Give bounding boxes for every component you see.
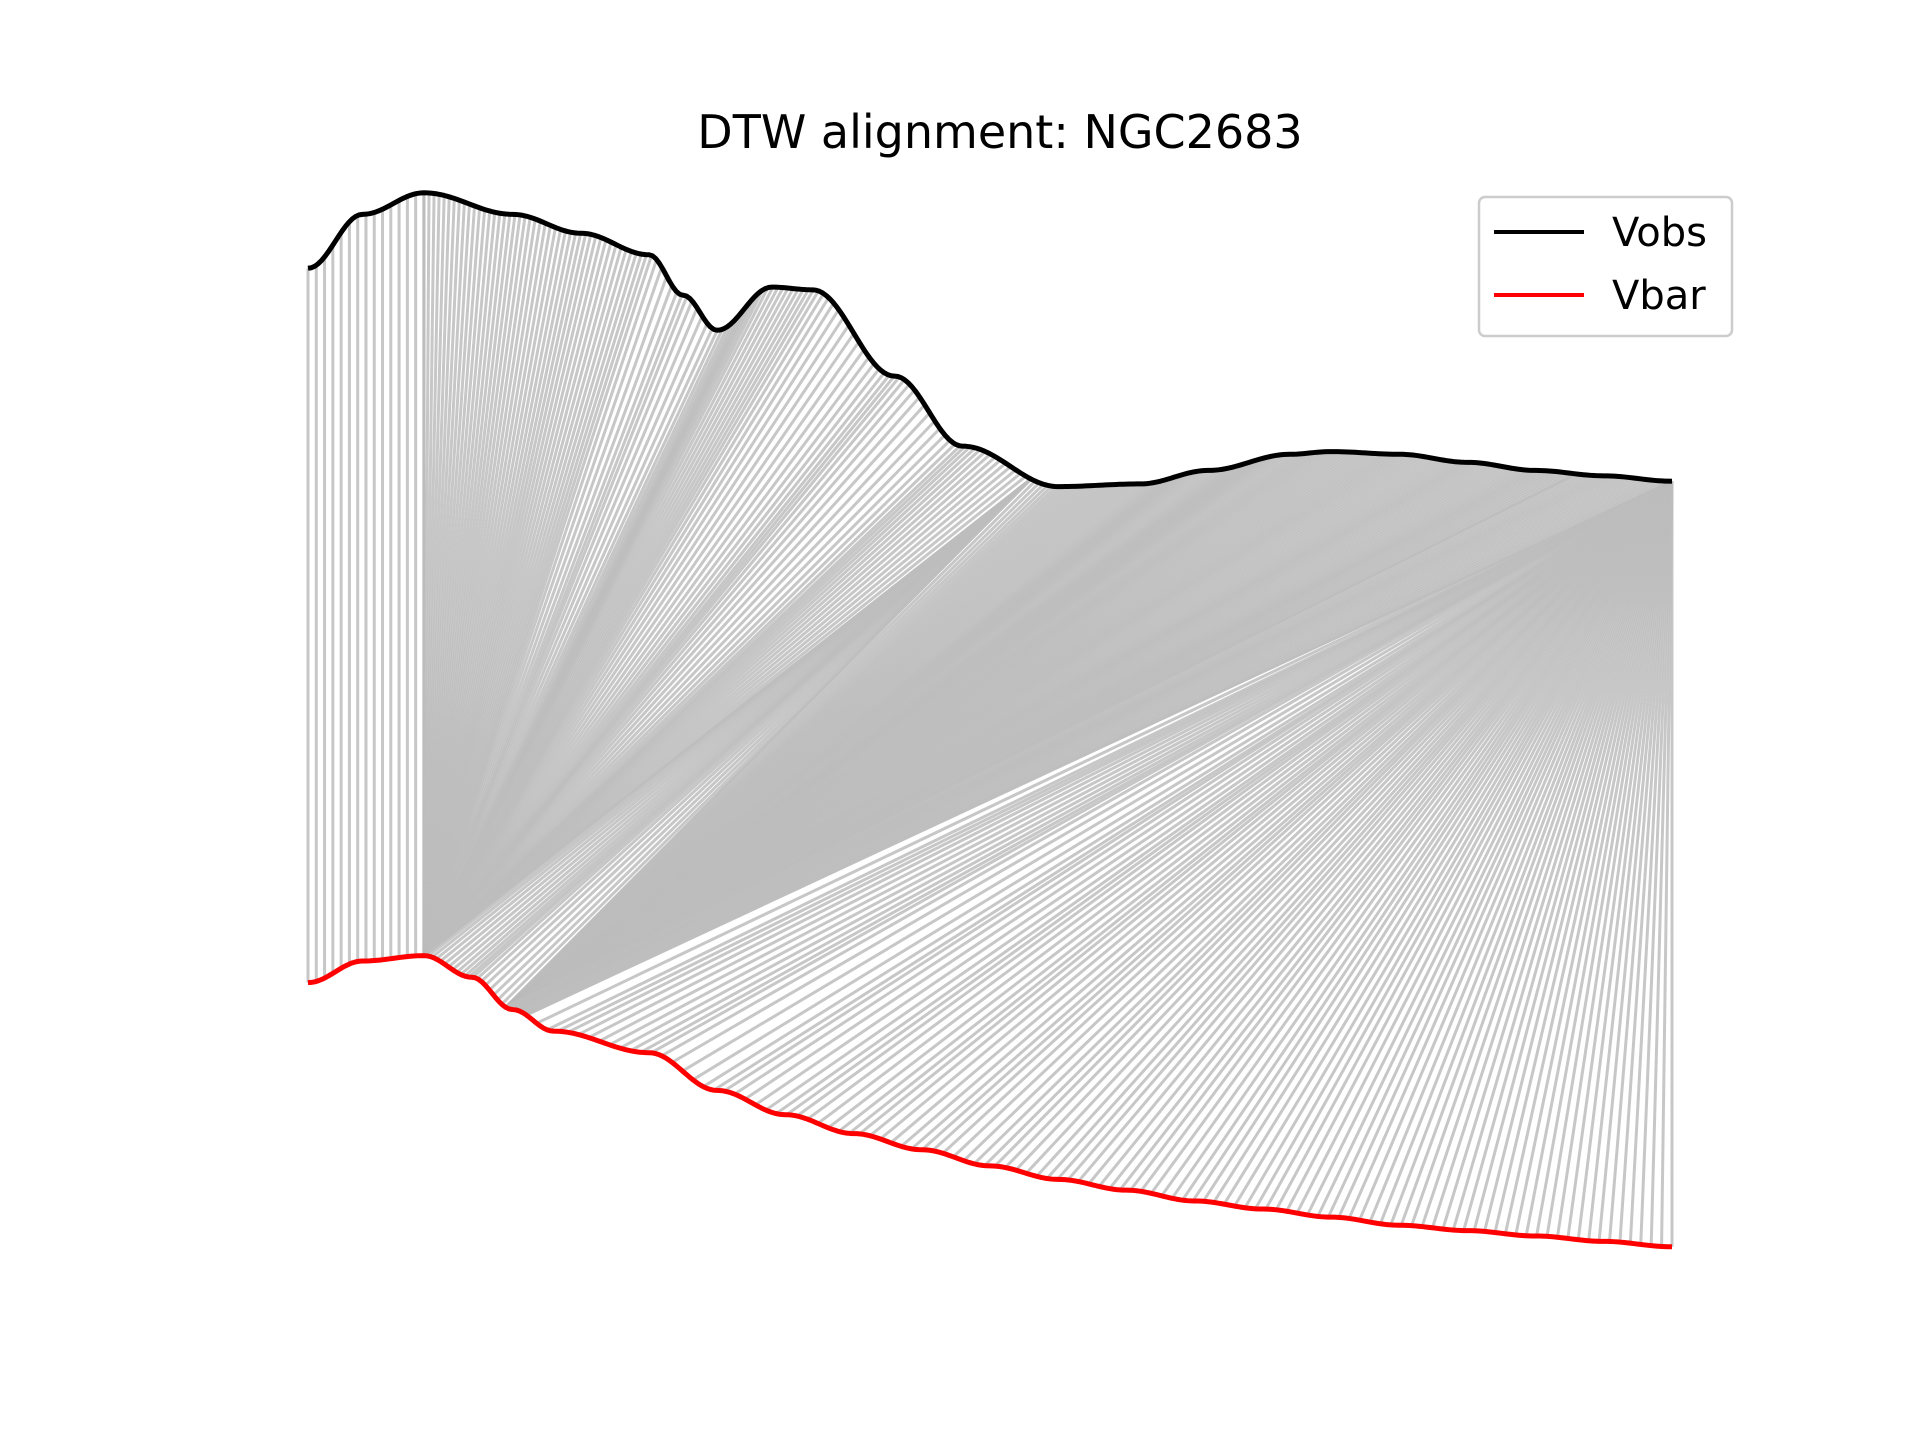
dtw-connector-line: [806, 480, 1673, 1121]
dtw-connector-line: [1389, 480, 1674, 1226]
dtw-connector-line: [816, 480, 1673, 1125]
dtw-connector-line: [1368, 480, 1674, 1223]
dtw-connector-line: [869, 480, 1673, 1137]
dtw-connector-line: [1639, 481, 1674, 1245]
dtw-connector-line: [889, 480, 1673, 1144]
legend-label-vobs: Vobs: [1612, 210, 1707, 256]
dtw-connector-line: [1202, 480, 1674, 1203]
dtw-connector-line: [744, 479, 1673, 1101]
dtw-connector-lines: [306, 192, 1674, 1247]
dtw-connector-line: [1649, 481, 1674, 1246]
dtw-connector-line: [1306, 480, 1674, 1216]
dtw-connector-line: [1285, 480, 1674, 1212]
dtw-connector-line: [1535, 480, 1674, 1237]
dtw-connector-line: [1212, 480, 1674, 1204]
dtw-connector-line: [879, 480, 1673, 1141]
dtw-connector-line: [1358, 480, 1674, 1221]
dtw-connector-line: [1097, 480, 1674, 1188]
dtw-connector-line: [1555, 480, 1674, 1238]
dtw-connector-line: [1337, 480, 1674, 1218]
dtw-connector-line: [1170, 480, 1674, 1200]
dtw-connector-line: [1399, 480, 1674, 1226]
dtw-connector-line: [1524, 480, 1674, 1237]
dtw-connector-line: [1139, 480, 1674, 1193]
dtw-connector-line: [1160, 480, 1674, 1197]
dtw-connector-line: [1608, 481, 1674, 1242]
dtw-connector-line: [1566, 481, 1674, 1239]
dtw-connector-line: [1025, 480, 1674, 1175]
series-line-vobs: [307, 190, 1673, 490]
dtw-connector-line: [1181, 480, 1674, 1201]
legend-label-vbar: Vbar: [1612, 273, 1706, 319]
dtw-connector-line: [733, 479, 1673, 1096]
legend: Vobs Vbar: [1477, 195, 1734, 338]
dtw-connector-line: [422, 411, 931, 957]
dtw-connector-line: [1660, 481, 1674, 1247]
dtw-connector-line: [1004, 480, 1674, 1169]
dtw-connector-line: [1274, 480, 1674, 1211]
dtw-connector-line: [1618, 481, 1674, 1243]
dtw-connector-line: [1597, 481, 1674, 1242]
dtw-connector-line: [1316, 480, 1674, 1218]
dtw-connector-line: [681, 479, 1673, 1073]
series-lines: [307, 190, 1673, 1250]
dtw-connector-line: [1035, 480, 1674, 1178]
dtw-connector-line: [1243, 480, 1674, 1209]
dtw-connector-line: [1295, 480, 1674, 1214]
dtw-connector-line: [1451, 480, 1674, 1231]
dtw-connector-line: [1254, 480, 1674, 1210]
dtw-connector-line: [692, 479, 1673, 1082]
dtw-connector-line: [1420, 480, 1674, 1228]
dtw-connector-line: [671, 479, 1673, 1064]
dtw-connector-line: [1545, 480, 1674, 1237]
dtw-connector-line: [1149, 480, 1674, 1195]
dtw-connector-line: [827, 480, 1673, 1130]
dtw-connector-line: [1587, 481, 1674, 1241]
dtw-connector-line: [1347, 480, 1674, 1220]
dtw-connector-line: [1493, 480, 1674, 1233]
dtw-connector-line: [754, 479, 1673, 1107]
dtw-connector-line: [1222, 480, 1674, 1205]
dtw-connector-line: [952, 480, 1674, 1158]
dtw-connector-line: [422, 403, 926, 957]
dtw-connector-line: [1514, 480, 1674, 1236]
series-line-vbar: [307, 953, 1673, 1250]
dtw-connector-line: [1483, 480, 1674, 1232]
dtw-connector-line: [1410, 480, 1674, 1227]
dtw-connector-line: [1576, 481, 1674, 1240]
dtw-connector-line: [525, 479, 1673, 1017]
chart-title: DTW alignment: NGC2683: [697, 105, 1302, 159]
dtw-connector-line: [941, 480, 1674, 1155]
dtw-connector-line: [536, 479, 1673, 1025]
dtw-connector-line: [1014, 480, 1674, 1172]
dtw-connector-line: [1462, 480, 1674, 1231]
dtw-connector-line: [1264, 480, 1674, 1210]
dtw-connector-line: [1233, 480, 1674, 1207]
dtw-connector-line: [1431, 480, 1674, 1229]
dtw-connector-line: [1472, 480, 1674, 1232]
dtw-connector-line: [1077, 480, 1674, 1183]
dtw-connector-line: [1326, 480, 1674, 1218]
dtw-connector-line: [660, 479, 1673, 1058]
dtw-connector-line: [1503, 480, 1674, 1235]
dtw-connector-line: [1378, 480, 1674, 1225]
dtw-connector-line: [1628, 481, 1674, 1244]
dtw-connector-line: [1087, 480, 1674, 1185]
dtw-connector-line: [1108, 480, 1674, 1190]
dtw-connector-line: [962, 480, 1674, 1162]
dtw-connector-line: [1441, 480, 1674, 1230]
